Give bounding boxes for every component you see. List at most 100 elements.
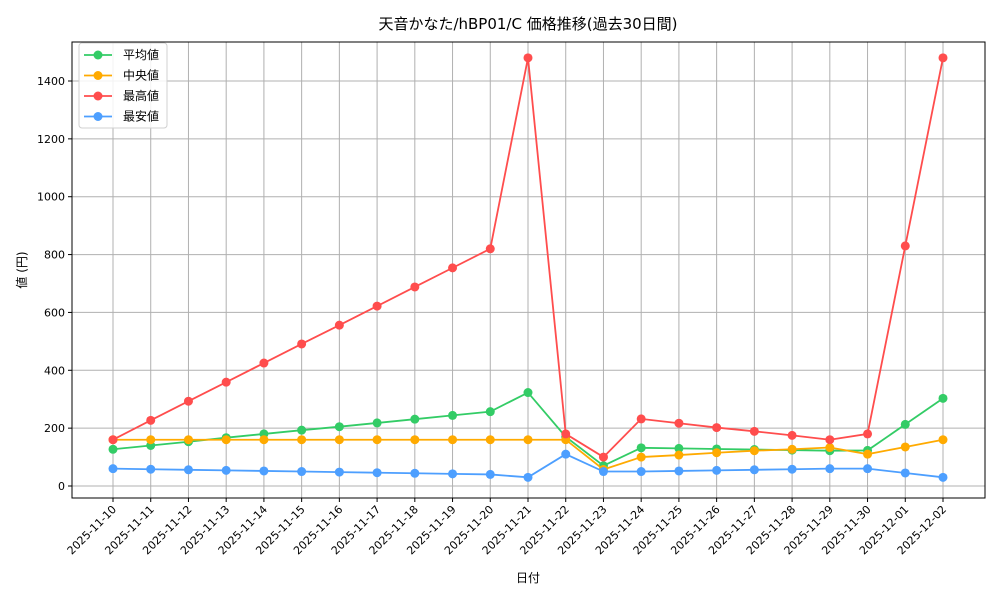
data-point [938,435,948,445]
x-axis: 2025-11-102025-11-112025-11-122025-11-13… [65,498,949,557]
y-tick-label: 200 [44,422,65,435]
y-axis: 0 200 400 600 800 1000 1200 1400 [37,75,72,493]
data-point [523,388,533,398]
data-point [485,469,495,479]
data-point [523,472,533,482]
data-point [183,435,193,445]
data-point [108,444,118,454]
data-point [448,410,458,420]
series-line [108,449,948,482]
plot-frame [71,41,986,499]
data-point [712,465,722,475]
data-point [485,407,495,417]
series-line [108,435,948,475]
data-point [410,414,420,424]
data-point [297,435,307,445]
data-point [787,430,797,440]
data-point [636,452,646,462]
data-point [636,467,646,477]
data-point [598,452,608,462]
legend-item-label: 平均値 [123,47,159,62]
data-point [108,464,118,474]
grid-lines [72,42,985,498]
data-point [900,419,910,429]
data-point [938,393,948,403]
data-point [938,53,948,63]
data-point [485,435,495,445]
data-point [146,415,156,425]
data-point [523,435,533,445]
data-point [410,282,420,292]
data-point [372,418,382,428]
data-point [485,244,495,254]
series-group [108,53,948,482]
data-point [297,467,307,477]
data-point [183,396,193,406]
data-point [749,426,759,436]
data-point [900,468,910,478]
data-point [448,435,458,445]
data-point [598,467,608,477]
data-point [787,464,797,474]
data-point [674,418,684,428]
y-axis-label: 値 (円) [14,251,29,288]
data-point [108,435,118,445]
data-point [259,358,269,368]
data-point [712,423,722,433]
data-point [636,443,646,453]
y-tick-label: 1400 [37,75,65,88]
data-point [259,466,269,476]
data-point [636,414,646,424]
data-point [674,443,684,453]
data-point [146,435,156,445]
data-point [334,435,344,445]
data-point [221,377,231,387]
data-point [825,435,835,445]
data-point [183,465,193,475]
data-point [863,429,873,439]
legend-item-label: 最安値 [123,109,159,124]
data-point [334,422,344,432]
data-point [221,465,231,475]
data-point [410,435,420,445]
y-tick-label: 600 [44,306,65,319]
x-axis-label: 日付 [516,571,540,585]
data-point [410,468,420,478]
data-point [372,435,382,445]
y-tick-label: 400 [44,364,65,377]
data-point [448,469,458,479]
y-tick-label: 1000 [37,191,65,204]
data-point [372,301,382,311]
data-point [334,467,344,477]
data-point [749,446,759,456]
legend-item-label: 最高値 [123,88,159,103]
data-point [448,263,458,273]
data-point [561,429,571,439]
data-point [297,425,307,435]
data-point [938,472,948,482]
data-point [787,444,797,454]
data-point [523,53,533,63]
legend-item-label: 中央値 [123,68,159,83]
data-point [712,448,722,458]
data-point [900,442,910,452]
series-line [108,53,948,462]
data-point [863,449,873,459]
data-point [674,466,684,476]
data-point [372,468,382,478]
data-point [259,435,269,445]
data-point [863,464,873,474]
data-point [900,241,910,251]
data-point [825,443,835,453]
data-point [561,449,571,459]
y-tick-label: 0 [58,480,65,493]
chart-title: 天音かなた/hBP01/C 価格推移(過去30日間) [378,15,677,33]
data-point [749,465,759,475]
data-point [221,435,231,445]
data-point [674,450,684,460]
data-point [146,464,156,474]
data-point [297,339,307,349]
y-tick-label: 1200 [37,133,65,146]
data-point [825,464,835,474]
